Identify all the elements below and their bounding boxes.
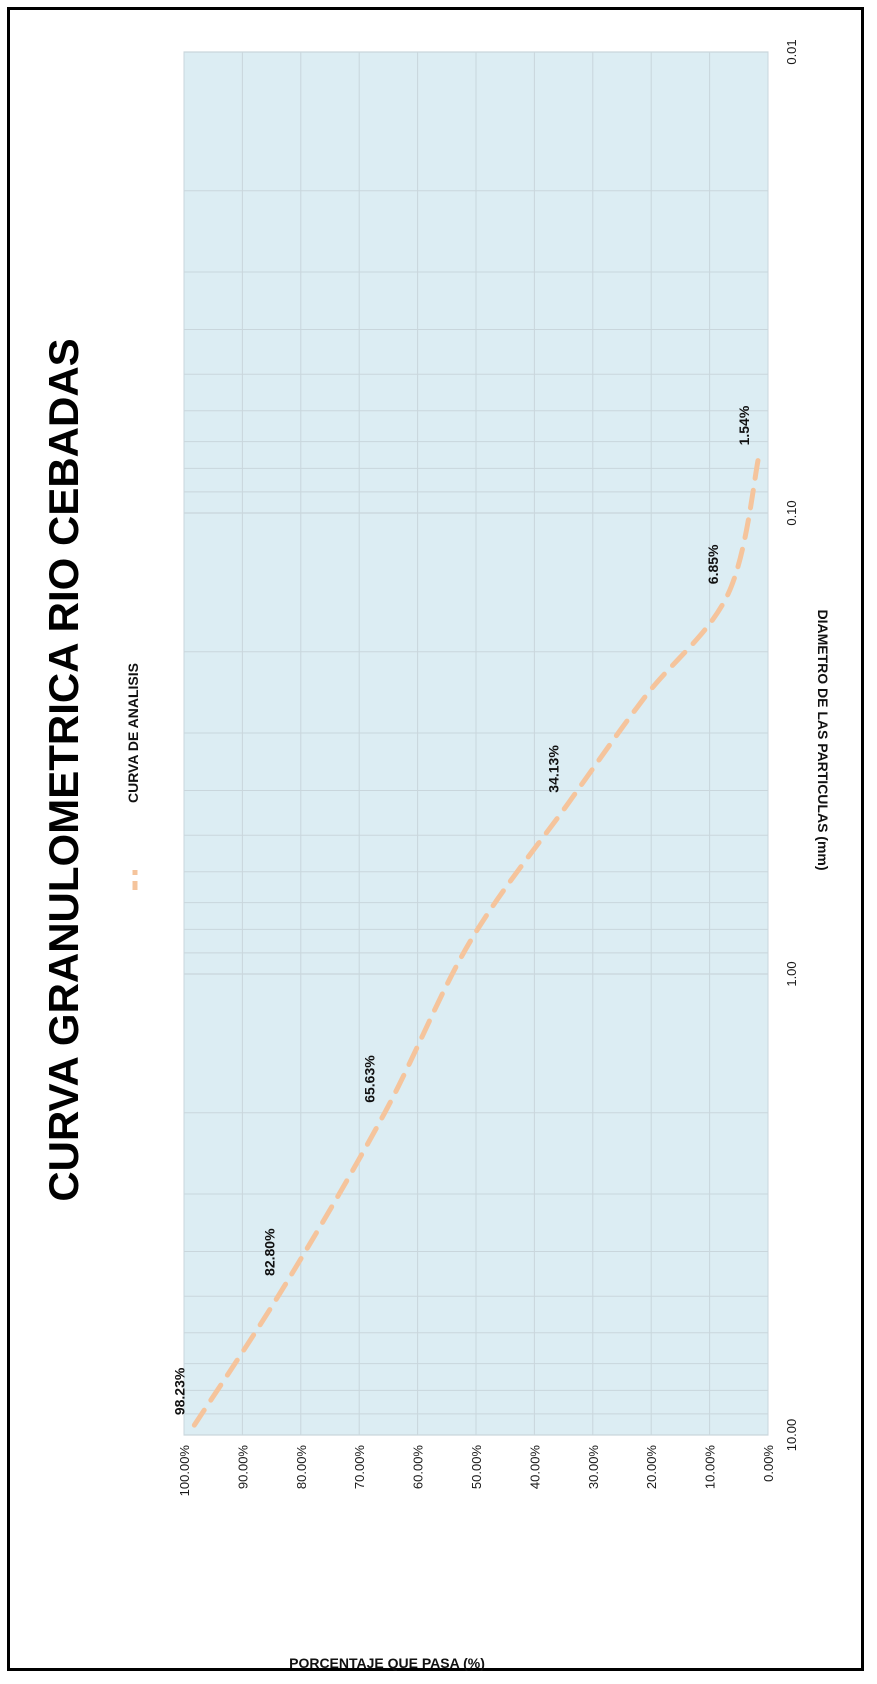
data-label-layer: 98.23% 82.80% 65.63% 34.13% 6.85% 1.54% [171, 405, 752, 1415]
y-tick-label: 30.00% [586, 1445, 601, 1490]
data-label: 1.54% [736, 405, 752, 445]
data-label: 6.85% [705, 544, 721, 584]
y-tick-label: 70.00% [352, 1445, 367, 1490]
y-tick-label: 10.00% [703, 1445, 718, 1490]
tick-layer: 0.00% 10.00% 20.00% 30.00% 40.00% 50.00% 60.00… [177, 39, 799, 1496]
y-tick-label: 50.00% [469, 1445, 484, 1490]
x-tick-label: 1.00 [784, 961, 799, 986]
x-tick-label: 0.01 [784, 39, 799, 64]
data-label: 98.23% [171, 1367, 187, 1415]
data-label: 34.13% [546, 745, 562, 793]
y-tick-label: 60.00% [411, 1445, 426, 1490]
grid-layer [183, 51, 769, 1436]
y-tick-label: 40.00% [527, 1445, 542, 1490]
x-tick-label: 0.10 [784, 500, 799, 525]
y-tick-label: 90.00% [235, 1445, 250, 1490]
y-tick-label: 100.00% [177, 1445, 192, 1497]
chart-title: CURVA GRANULOMETRICA RIO CEBADAS [40, 338, 87, 1201]
y-tick-label: 20.00% [644, 1445, 659, 1490]
data-label: 65.63% [362, 1055, 378, 1103]
y-tick-label: 80.00% [294, 1445, 309, 1490]
legend: CURVA DE ANALISIS [125, 663, 141, 890]
y-axis-title: PORCENTAJE QUE PASA (%) [289, 1655, 485, 1671]
series-line-curva-de-analisis [191, 452, 762, 1428]
data-label: 82.80% [261, 1228, 277, 1276]
y-tick-label: 0.00% [761, 1445, 776, 1482]
x-axis-title: DIAMETRO DE LAS PARTICULAS (mm) [815, 609, 831, 870]
legend-label: CURVA DE ANALISIS [125, 663, 141, 803]
x-tick-label: 10.00 [784, 1419, 799, 1452]
series-layer [191, 452, 762, 1428]
